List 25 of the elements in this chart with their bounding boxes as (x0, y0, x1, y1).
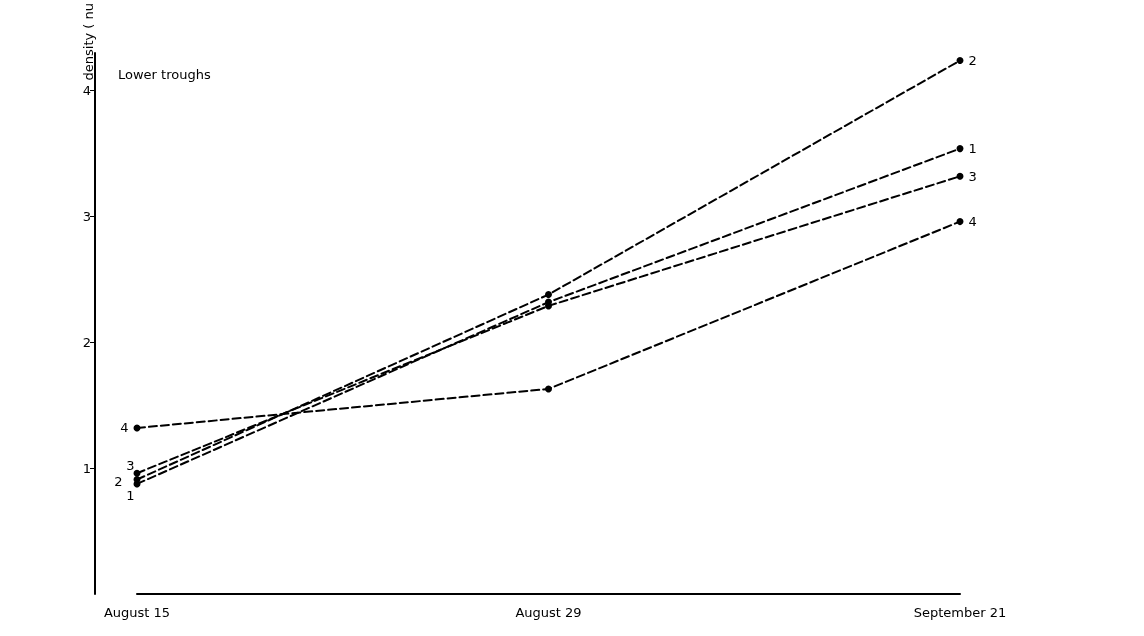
text: 2 (114, 474, 123, 490)
point (956, 218, 964, 226)
text: 1 (968, 141, 977, 157)
x-tick-label: August 15 (103, 605, 171, 620)
x-tick-label: September 21 (913, 605, 1007, 620)
annotation: Lower troughs (118, 67, 211, 82)
text: 4 (120, 420, 129, 436)
series-label: 2 (968, 53, 977, 69)
text: 3 (968, 168, 977, 184)
point (956, 145, 964, 153)
y-axis-title: density ( nu (81, 3, 96, 81)
point (545, 385, 552, 393)
x-tick-label: August 29 (515, 605, 582, 620)
y-tick-label: 1 (82, 460, 91, 476)
y-tick-label: 4 (82, 83, 91, 99)
point (545, 302, 552, 310)
series-label: 3 (126, 457, 135, 473)
point (956, 57, 964, 65)
point (956, 172, 964, 180)
series-label: 4 (968, 214, 977, 230)
series-label: 1 (126, 488, 135, 504)
y-tick-label: 3 (82, 209, 91, 225)
y-tick-label: 2 (82, 334, 91, 350)
point (545, 291, 552, 299)
point (133, 469, 141, 477)
